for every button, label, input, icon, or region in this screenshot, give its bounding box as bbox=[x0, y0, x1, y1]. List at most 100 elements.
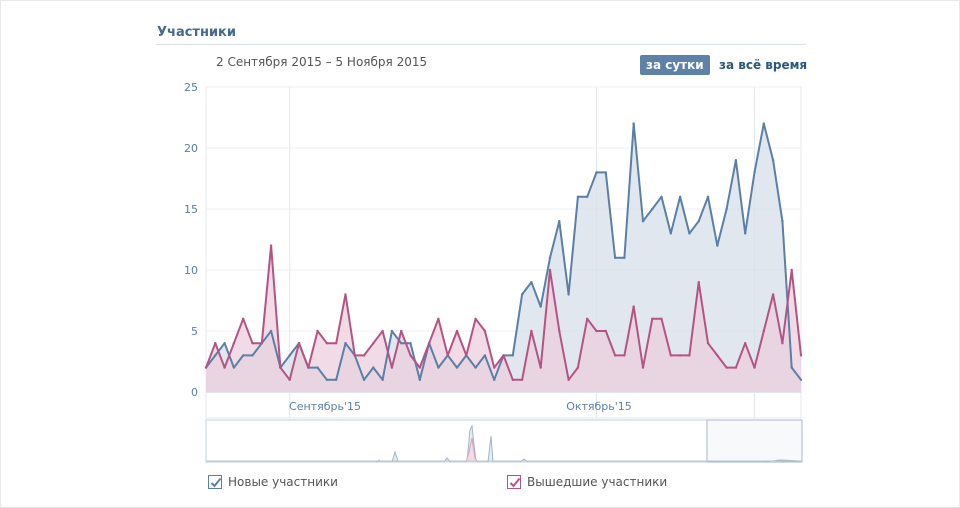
data-point-new bbox=[790, 366, 793, 369]
data-point-new bbox=[641, 220, 645, 223]
data-point-left bbox=[418, 366, 422, 369]
data-point-left bbox=[223, 366, 226, 369]
data-point-new bbox=[716, 244, 719, 247]
data-point-new bbox=[623, 256, 626, 259]
data-point-new bbox=[344, 342, 347, 345]
data-point-new bbox=[530, 281, 533, 284]
month-label: Октябрь'15 bbox=[566, 400, 632, 413]
data-point-left bbox=[669, 354, 673, 357]
data-point-left bbox=[325, 342, 329, 345]
legend-left-members[interactable]: Вышедшие участники bbox=[507, 474, 667, 490]
data-point-new bbox=[372, 366, 375, 369]
data-point-new bbox=[493, 378, 496, 381]
data-point-left bbox=[716, 354, 719, 357]
checkbox-left-members[interactable] bbox=[507, 475, 521, 489]
data-point-new bbox=[613, 256, 617, 259]
navigator-spark-left bbox=[465, 437, 479, 463]
y-tick-label: 5 bbox=[191, 325, 198, 338]
y-tick-label: 25 bbox=[184, 81, 198, 94]
data-point-left bbox=[641, 366, 645, 369]
month-label: Сентябрь'15 bbox=[289, 400, 361, 413]
data-point-new bbox=[269, 329, 273, 333]
data-point-left bbox=[530, 329, 533, 333]
data-point-new bbox=[688, 232, 691, 235]
data-point-new bbox=[567, 293, 570, 296]
data-point-left bbox=[744, 342, 747, 345]
data-point-left bbox=[446, 354, 449, 357]
date-range[interactable]: 2 Сентября 2015 – 5 Ноября 2015 bbox=[216, 55, 428, 69]
data-point-new bbox=[706, 195, 710, 198]
data-point-new bbox=[316, 366, 319, 369]
data-point-left bbox=[771, 293, 775, 296]
data-point-left bbox=[241, 317, 245, 320]
data-point-new bbox=[474, 366, 477, 369]
data-point-new bbox=[697, 220, 700, 223]
data-point-left bbox=[288, 378, 291, 381]
data-point-left bbox=[390, 366, 394, 369]
data-point-left bbox=[251, 342, 254, 345]
data-point-left bbox=[688, 354, 691, 357]
period-all-button[interactable]: за всё время bbox=[719, 58, 808, 72]
data-point-new bbox=[334, 378, 338, 381]
navigator-spark-new bbox=[391, 450, 399, 463]
y-axis-ticks: 0 5 10 15 20 25 bbox=[184, 81, 198, 399]
checkbox-new-members[interactable] bbox=[208, 475, 222, 489]
data-point-new bbox=[660, 195, 663, 198]
data-point-left bbox=[474, 317, 477, 320]
data-point-new bbox=[585, 195, 589, 198]
data-point-new bbox=[214, 354, 217, 357]
data-point-left bbox=[576, 366, 580, 369]
legend-new-members[interactable]: Новые участники bbox=[208, 474, 338, 490]
data-point-new bbox=[409, 342, 412, 345]
data-point-left bbox=[799, 354, 803, 357]
data-point-new bbox=[232, 366, 236, 369]
data-point-left bbox=[790, 268, 793, 272]
data-point-new bbox=[381, 378, 384, 381]
data-point-left bbox=[558, 329, 561, 333]
data-point-new bbox=[753, 171, 756, 174]
data-point-left bbox=[214, 342, 217, 345]
data-point-left bbox=[623, 354, 626, 357]
data-point-new bbox=[744, 232, 747, 235]
y-tick-label: 0 bbox=[191, 386, 198, 399]
data-point-left bbox=[520, 378, 524, 381]
legend-label-new: Новые участники bbox=[228, 475, 338, 489]
data-point-left bbox=[502, 354, 505, 357]
data-point-new bbox=[223, 342, 226, 345]
data-point-new bbox=[511, 354, 514, 357]
data-point-new bbox=[520, 293, 524, 296]
data-point-new bbox=[632, 122, 635, 125]
data-point-left bbox=[725, 366, 728, 369]
data-point-left bbox=[706, 342, 710, 345]
data-point-new bbox=[390, 329, 394, 333]
navigator-spark-new bbox=[487, 435, 494, 463]
data-point-left bbox=[455, 329, 459, 333]
data-point-left bbox=[269, 244, 273, 247]
chart-points bbox=[204, 122, 803, 381]
data-point-new bbox=[288, 354, 291, 357]
data-point-new bbox=[455, 366, 459, 369]
data-point-left bbox=[400, 329, 403, 333]
data-point-new bbox=[678, 195, 682, 198]
range-navigator[interactable] bbox=[205, 419, 803, 463]
data-point-new bbox=[548, 256, 552, 259]
data-point-left bbox=[632, 305, 635, 308]
data-point-left bbox=[660, 317, 663, 320]
data-point-left bbox=[409, 354, 412, 357]
x-axis-months: Сентябрь'15 Октябрь'15 bbox=[289, 400, 632, 413]
data-point-left bbox=[734, 366, 738, 369]
data-point-new bbox=[483, 354, 487, 357]
data-point-new bbox=[362, 378, 366, 381]
period-day-button[interactable]: за сутки bbox=[640, 55, 710, 75]
data-point-left bbox=[316, 329, 319, 333]
data-point-left bbox=[539, 366, 542, 369]
data-point-left bbox=[232, 342, 236, 345]
data-point-left bbox=[511, 378, 514, 381]
data-point-left bbox=[381, 329, 384, 333]
data-point-left bbox=[483, 329, 487, 333]
data-point-left bbox=[353, 354, 356, 357]
check-icon bbox=[509, 477, 521, 488]
data-point-left bbox=[427, 342, 431, 345]
data-point-left bbox=[697, 281, 700, 284]
